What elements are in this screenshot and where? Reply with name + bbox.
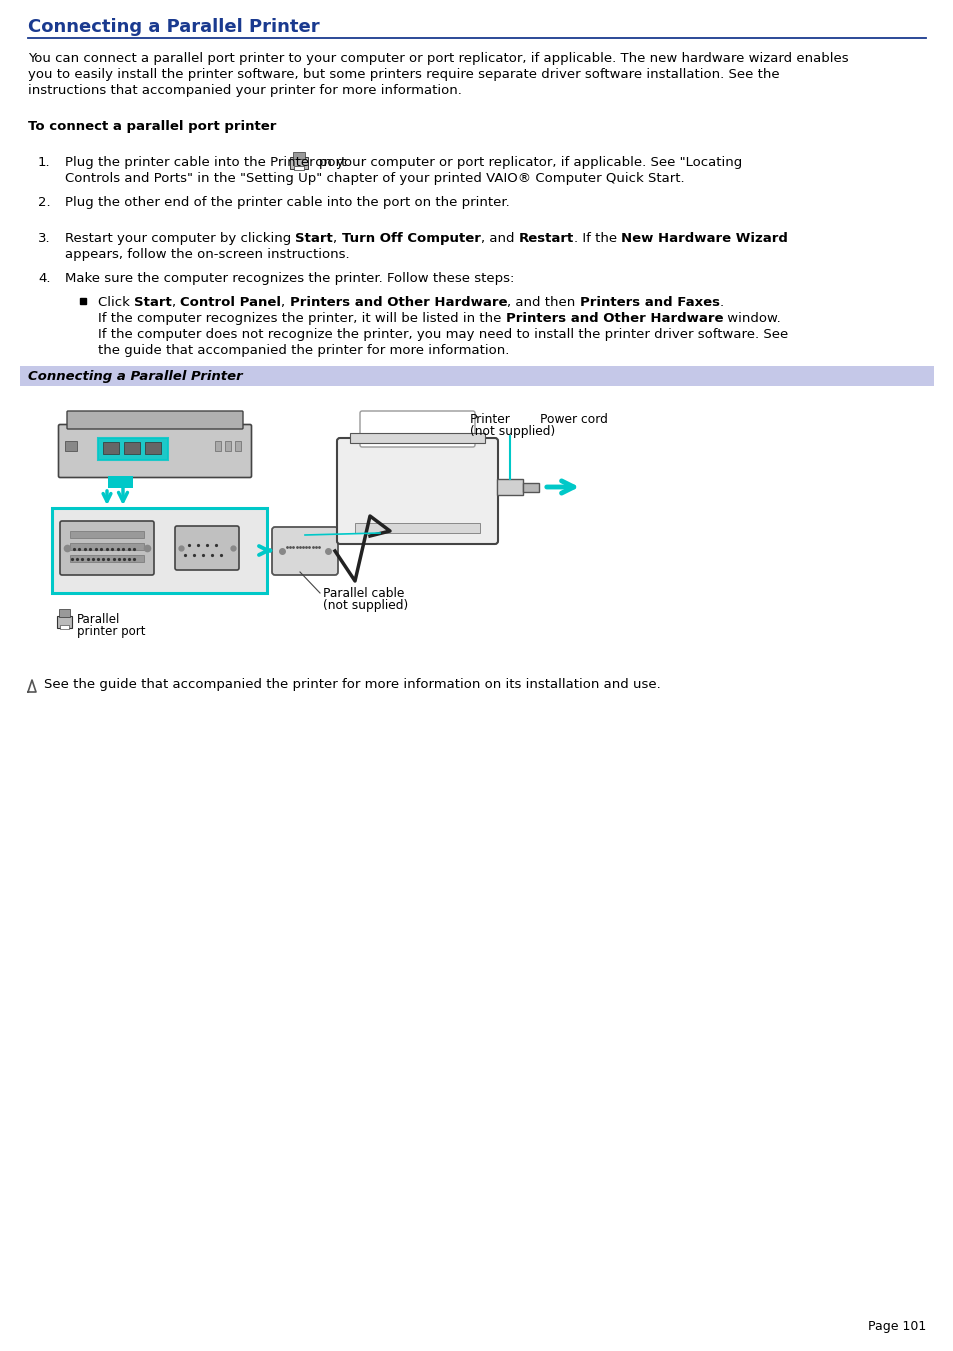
Bar: [65, 440, 77, 451]
Bar: [98, 438, 168, 459]
Text: You can connect a parallel port printer to your computer or port replicator, if : You can connect a parallel port printer …: [28, 51, 848, 65]
Text: 4.: 4.: [38, 272, 51, 285]
Text: (not supplied): (not supplied): [323, 598, 408, 612]
Bar: [70, 555, 144, 562]
Bar: [145, 442, 161, 454]
Text: you to easily install the printer software, but some printers require separate d: you to easily install the printer softwa…: [28, 68, 779, 81]
Bar: [108, 476, 132, 488]
Text: printer port: printer port: [77, 626, 146, 638]
Text: Printer: Printer: [470, 413, 511, 426]
Text: 1.: 1.: [38, 155, 51, 169]
Bar: [103, 442, 119, 454]
Text: Restart: Restart: [517, 232, 573, 245]
Text: Plug the printer cable into the Printer port: Plug the printer cable into the Printer …: [65, 155, 350, 169]
Bar: [350, 434, 484, 443]
Text: Control Panel: Control Panel: [180, 296, 281, 309]
Text: 2.: 2.: [38, 196, 51, 209]
Bar: [497, 480, 522, 494]
Text: Turn Off Computer: Turn Off Computer: [341, 232, 480, 245]
Text: New Hardware Wizard: New Hardware Wizard: [620, 232, 787, 245]
Bar: [294, 166, 304, 170]
Text: window.: window.: [722, 312, 781, 326]
Text: Printers and Other Hardware: Printers and Other Hardware: [505, 312, 722, 326]
Bar: [124, 442, 140, 454]
Text: . If the: . If the: [573, 232, 620, 245]
FancyBboxPatch shape: [60, 521, 153, 576]
FancyBboxPatch shape: [359, 411, 475, 447]
Text: , and: , and: [480, 232, 517, 245]
Text: Connecting a Parallel Printer: Connecting a Parallel Printer: [28, 370, 242, 382]
Bar: [57, 616, 71, 628]
Text: appears, follow the on-screen instructions.: appears, follow the on-screen instructio…: [65, 249, 349, 261]
Text: Plug the other end of the printer cable into the port on the printer.: Plug the other end of the printer cable …: [65, 196, 509, 209]
Text: the guide that accompanied the printer for more information.: the guide that accompanied the printer f…: [98, 345, 509, 357]
Bar: [214, 440, 221, 451]
FancyBboxPatch shape: [67, 411, 243, 430]
Text: Restart your computer by clicking: Restart your computer by clicking: [65, 232, 295, 245]
Bar: [355, 523, 479, 534]
FancyBboxPatch shape: [272, 527, 337, 576]
Text: , and then: , and then: [507, 296, 579, 309]
Text: Connecting a Parallel Printer: Connecting a Parallel Printer: [28, 18, 319, 36]
Text: .: .: [719, 296, 723, 309]
Text: ,: ,: [172, 296, 180, 309]
Text: (not supplied): (not supplied): [470, 426, 555, 438]
Text: instructions that accompanied your printer for more information.: instructions that accompanied your print…: [28, 84, 461, 97]
Bar: [70, 531, 144, 538]
Text: 3.: 3.: [38, 232, 51, 245]
Text: Parallel: Parallel: [77, 613, 120, 626]
Text: Parallel cable: Parallel cable: [323, 586, 404, 600]
Bar: [225, 440, 231, 451]
Text: Start: Start: [134, 296, 172, 309]
Bar: [290, 157, 308, 169]
Text: Printers and Other Hardware: Printers and Other Hardware: [290, 296, 507, 309]
Text: Click: Click: [98, 296, 134, 309]
Text: ,: ,: [281, 296, 290, 309]
FancyBboxPatch shape: [174, 526, 239, 570]
Text: ,: ,: [333, 232, 341, 245]
Text: on your computer or port replicator, if applicable. See "Locating: on your computer or port replicator, if …: [311, 155, 741, 169]
Text: If the computer does not recognize the printer, you may need to install the prin: If the computer does not recognize the p…: [98, 328, 787, 340]
Text: Start: Start: [295, 232, 333, 245]
Text: See the guide that accompanied the printer for more information on its installat: See the guide that accompanied the print…: [44, 678, 660, 690]
Bar: [60, 626, 69, 630]
Text: Controls and Ports" in the "Setting Up" chapter of your printed VAIO® Computer Q: Controls and Ports" in the "Setting Up" …: [65, 172, 684, 185]
Bar: [293, 153, 305, 159]
Bar: [20, 366, 933, 386]
Bar: [522, 484, 538, 492]
Bar: [52, 508, 267, 593]
Bar: [234, 440, 241, 451]
Text: Power cord: Power cord: [539, 413, 607, 426]
Text: Make sure the computer recognizes the printer. Follow these steps:: Make sure the computer recognizes the pr…: [65, 272, 514, 285]
Text: Printers and Faxes: Printers and Faxes: [579, 296, 719, 309]
Text: If the computer recognizes the printer, it will be listed in the: If the computer recognizes the printer, …: [98, 312, 505, 326]
Text: To connect a parallel port printer: To connect a parallel port printer: [28, 120, 276, 132]
Bar: [70, 543, 144, 550]
FancyBboxPatch shape: [336, 438, 497, 544]
FancyBboxPatch shape: [58, 424, 252, 477]
Text: Page 101: Page 101: [867, 1320, 925, 1333]
Bar: [59, 609, 70, 617]
